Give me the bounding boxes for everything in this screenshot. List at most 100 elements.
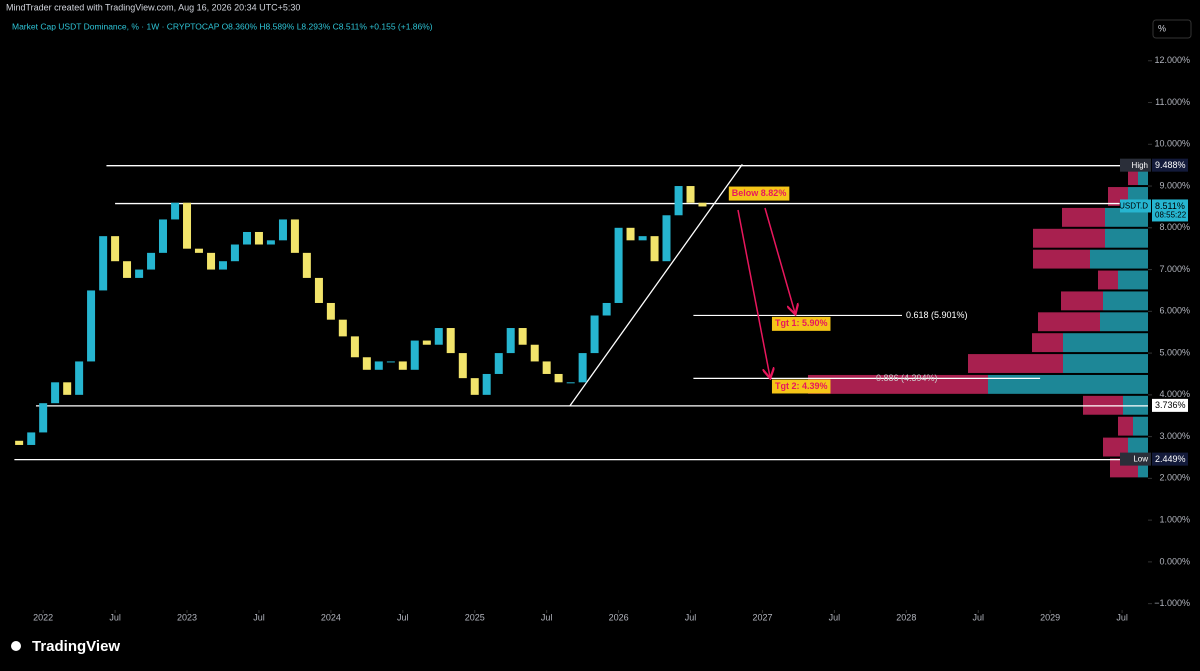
candle bbox=[183, 202, 192, 249]
tag-name: Low bbox=[1133, 455, 1148, 464]
candle bbox=[135, 269, 144, 278]
x-tick-label: Jul bbox=[685, 612, 697, 622]
candle bbox=[158, 219, 167, 253]
annotation-box bbox=[771, 316, 831, 331]
profile-up bbox=[1138, 458, 1148, 478]
y-tick-label: 12.000% bbox=[1154, 55, 1190, 65]
y-tick-label: 0.000% bbox=[1159, 556, 1190, 566]
candle bbox=[230, 244, 239, 262]
profile-up bbox=[1063, 354, 1148, 373]
tag-name-box bbox=[1120, 199, 1151, 213]
candle bbox=[614, 227, 623, 303]
candle bbox=[554, 373, 563, 383]
fib-label: 0.886 (4.394%) bbox=[876, 373, 938, 383]
y-tick-label: 11.000% bbox=[1155, 97, 1190, 107]
profile-down bbox=[1061, 291, 1103, 311]
price-tag-label: 3.736% bbox=[1155, 400, 1186, 410]
candle bbox=[99, 236, 108, 291]
y-tick-label: 8.000% bbox=[1159, 222, 1190, 232]
x-tick-label: 2029 bbox=[1040, 612, 1060, 622]
y-tick-label: −1.000% bbox=[1154, 598, 1190, 608]
candle bbox=[386, 361, 395, 363]
x-tick-label: 2022 bbox=[33, 612, 53, 622]
candle bbox=[350, 336, 359, 358]
tag-name: USDT.D bbox=[1119, 202, 1148, 211]
candle bbox=[194, 248, 203, 253]
price-tag-label: 9.488% bbox=[1155, 160, 1186, 170]
price-tag-label: 2.449% bbox=[1155, 454, 1186, 464]
profile-down bbox=[1103, 437, 1128, 457]
profile-down bbox=[968, 354, 1063, 373]
candle bbox=[686, 186, 695, 203]
footer bbox=[0, 628, 1200, 666]
candle bbox=[290, 219, 299, 253]
profile-down bbox=[1118, 416, 1133, 436]
profile-up bbox=[1063, 333, 1148, 353]
annotation: Tgt 2: 4.39% bbox=[775, 381, 828, 391]
profile-up bbox=[1103, 291, 1148, 311]
price-tag bbox=[1152, 199, 1188, 222]
legend: Market Cap USDT Dominance, % · 1W · CRYP… bbox=[12, 21, 433, 31]
candle bbox=[602, 302, 611, 316]
candle bbox=[662, 215, 671, 262]
profile-down bbox=[808, 374, 988, 394]
x-tick-label: 2023 bbox=[177, 612, 197, 622]
profile-up bbox=[1105, 207, 1148, 227]
profile-down bbox=[1098, 270, 1118, 290]
candle bbox=[63, 382, 72, 395]
price-tag-label: 8.511% bbox=[1155, 201, 1185, 211]
candle bbox=[518, 328, 527, 345]
candle bbox=[482, 373, 491, 395]
annotation-box bbox=[771, 379, 831, 394]
annotation: Below 8.82% bbox=[732, 188, 787, 198]
candle bbox=[326, 302, 335, 320]
price-tag bbox=[1152, 452, 1188, 466]
x-tick-label: 2027 bbox=[752, 612, 772, 622]
candle bbox=[266, 240, 275, 245]
candle bbox=[302, 252, 311, 278]
candle bbox=[207, 252, 216, 270]
candle bbox=[530, 344, 539, 362]
price-tag bbox=[1152, 158, 1188, 172]
annotation-box bbox=[728, 186, 790, 201]
scale-button[interactable] bbox=[1152, 19, 1192, 39]
candle bbox=[374, 361, 383, 370]
candle bbox=[27, 432, 36, 445]
profile-down bbox=[1062, 207, 1105, 227]
candle bbox=[542, 361, 551, 374]
candle bbox=[111, 236, 120, 262]
profile-up bbox=[1133, 416, 1148, 436]
candle bbox=[123, 261, 132, 278]
candle bbox=[147, 252, 156, 270]
profile-down bbox=[1033, 249, 1090, 269]
candle bbox=[566, 382, 575, 384]
tag-name-box bbox=[1120, 452, 1151, 466]
y-tick-label: 6.000% bbox=[1159, 306, 1190, 316]
x-tick-label: 2026 bbox=[609, 612, 629, 622]
candle bbox=[458, 353, 467, 379]
profile-down bbox=[1032, 333, 1063, 353]
scale-button-label[interactable]: % bbox=[1158, 23, 1166, 33]
price-tag bbox=[1152, 398, 1188, 412]
profile-up bbox=[1138, 166, 1148, 186]
fib-label: 0.618 (5.901%) bbox=[906, 310, 968, 320]
y-tick-label: 9.000% bbox=[1159, 180, 1190, 190]
candle bbox=[638, 236, 647, 241]
y-tick-label: 5.000% bbox=[1159, 347, 1190, 357]
candle bbox=[87, 290, 96, 362]
profile-down bbox=[1128, 166, 1138, 186]
candle bbox=[75, 361, 84, 395]
candle bbox=[254, 231, 263, 245]
y-tick-label: 3.000% bbox=[1159, 431, 1190, 441]
profile-up bbox=[1105, 228, 1148, 248]
profile-up bbox=[1100, 312, 1148, 332]
profile-up bbox=[1090, 249, 1148, 269]
plot: 12.000% 11.000% 10.000% 9.000% 8.000% 7.000% 6… bbox=[14, 55, 1190, 622]
arrow bbox=[737, 209, 770, 377]
x-tick-label: Jul bbox=[253, 612, 265, 622]
x-tick-label: Jul bbox=[109, 612, 121, 622]
candle bbox=[218, 261, 227, 270]
x-tick-label: Jul bbox=[829, 612, 841, 622]
x-tick-label: Jul bbox=[397, 612, 409, 622]
